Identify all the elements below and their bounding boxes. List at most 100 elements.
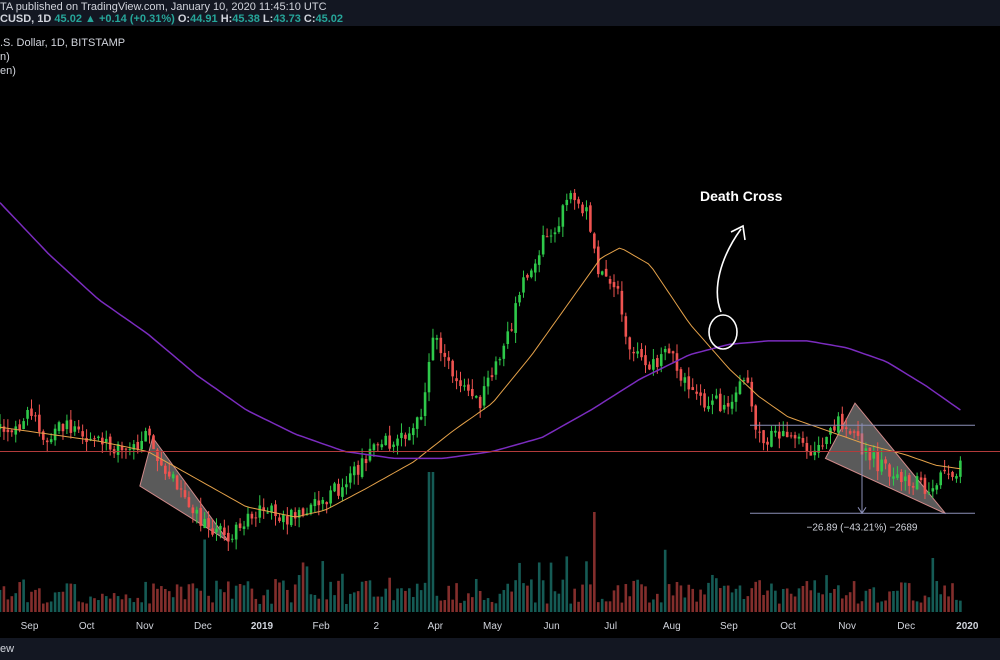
candle-body	[478, 396, 482, 409]
candle-body	[935, 485, 939, 490]
candle-body	[89, 438, 92, 440]
candle-body	[648, 364, 651, 370]
volume-bar	[510, 591, 513, 612]
volume-bar	[596, 602, 600, 612]
candle-body	[352, 466, 356, 476]
volume-bar	[813, 580, 817, 612]
candle-body	[152, 435, 155, 450]
x-tick-label: Jun	[544, 621, 560, 632]
open-value: 44.91	[190, 13, 218, 25]
candle-body	[388, 435, 391, 449]
volume-bar	[463, 600, 466, 612]
candle-body	[565, 199, 569, 206]
volume-bar	[447, 585, 450, 612]
candle-body	[589, 205, 592, 232]
volume-bar	[419, 590, 423, 612]
candle-body	[715, 395, 718, 399]
volume-bar	[364, 580, 368, 612]
candle-body	[880, 459, 883, 472]
volume-bar	[93, 598, 96, 612]
candle-body	[14, 426, 18, 435]
volume-bar	[451, 599, 454, 612]
candle-body	[404, 434, 407, 439]
candle-body	[825, 436, 828, 445]
symbol-name: CUSD, 1D 45.02 ▲ +0.14 (+0.31%) O:44.91 …	[0, 13, 343, 25]
volume-bar	[691, 588, 695, 612]
volume-bar	[616, 585, 620, 612]
volume-bar	[478, 590, 482, 612]
candle-body	[22, 421, 25, 430]
legend-ma-long[interactable]: en)	[0, 65, 16, 77]
candle-body	[187, 497, 191, 508]
volume-bar	[431, 472, 435, 612]
volume-bar	[317, 598, 321, 612]
volume-bar	[38, 588, 41, 612]
candle-body	[140, 440, 143, 450]
candle-body	[545, 236, 549, 238]
candle-body	[286, 516, 289, 525]
volume-bar	[199, 590, 203, 612]
candle-body	[695, 391, 698, 394]
volume-bar	[770, 583, 773, 612]
volume-bar	[116, 596, 120, 612]
candle-body	[317, 500, 321, 506]
publish-info: TA published on TradingView.com, January…	[0, 1, 327, 13]
candle-body	[471, 388, 474, 397]
volume-bar	[396, 588, 399, 612]
candle-body	[254, 517, 258, 519]
candle-body	[364, 458, 368, 464]
candle-body	[262, 507, 266, 511]
legend-symbol[interactable]: .S. Dollar, 1D, BITSTAMP	[0, 37, 126, 49]
range-measure-label: −26.89 (−43.21%) −2689	[807, 522, 918, 533]
candle-body	[215, 528, 218, 533]
candle-body	[34, 415, 37, 417]
volume-bar	[652, 599, 655, 612]
candle-body	[514, 303, 517, 333]
volume-bar	[797, 588, 801, 612]
candle-body	[754, 405, 758, 430]
candle-body	[789, 435, 793, 437]
volume-bar	[341, 573, 344, 612]
volume-bar	[833, 588, 836, 612]
volume-bar	[219, 589, 222, 612]
candle-body	[171, 474, 175, 479]
candle-body	[498, 359, 502, 361]
legend-ma-short[interactable]: n)	[0, 51, 10, 63]
volume-bar	[844, 595, 848, 612]
candle-body	[951, 471, 954, 477]
volume-bar	[600, 598, 604, 612]
candle-body	[305, 513, 309, 515]
candle-body	[10, 430, 14, 433]
volume-bar	[211, 602, 214, 612]
candle-body	[191, 507, 195, 514]
candle-body	[0, 424, 2, 430]
candle-body	[195, 509, 199, 514]
volume-bar	[671, 595, 675, 612]
candle-body	[738, 381, 742, 394]
volume-bar	[400, 588, 403, 612]
moving-averages	[0, 202, 961, 518]
candle-body	[175, 475, 179, 490]
volume-bar	[892, 590, 895, 612]
candle-body	[612, 282, 616, 288]
volume-bar	[931, 557, 935, 612]
volume-bar	[502, 590, 506, 612]
candle-body	[325, 502, 328, 505]
candle-body	[900, 472, 903, 483]
volume-bar	[612, 590, 616, 612]
candle-body	[573, 192, 576, 201]
volume-bar	[557, 593, 561, 612]
volume-bar	[61, 591, 65, 612]
volume-bar	[746, 596, 750, 612]
volume-bar	[254, 598, 258, 612]
annotations: −26.89 (−43.21%) −2689 Death Cross	[0, 188, 1000, 533]
volume-bar	[124, 594, 128, 612]
volume-bar	[927, 597, 931, 612]
candle-body	[282, 514, 285, 523]
candle-body	[474, 395, 478, 398]
x-tick-label: 2	[373, 621, 379, 632]
volume-bar	[349, 593, 352, 612]
volume-bar	[522, 583, 525, 612]
volume-bar	[648, 602, 651, 612]
